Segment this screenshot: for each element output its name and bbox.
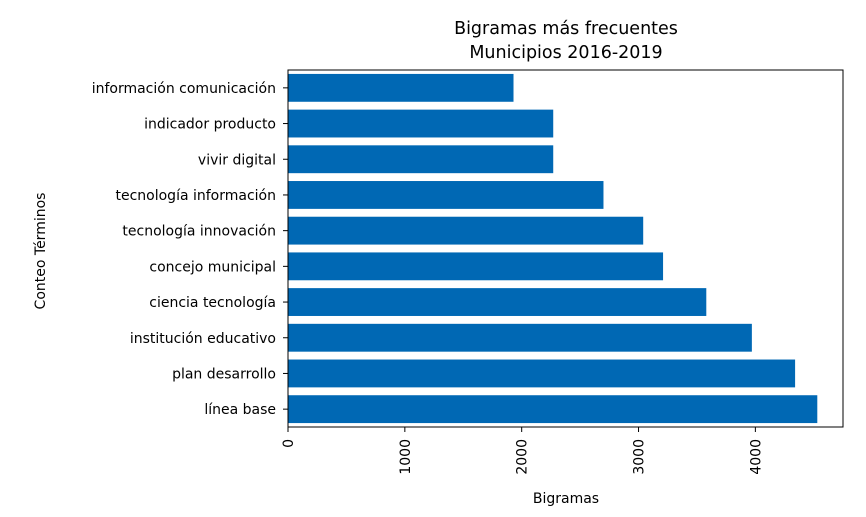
x-tick-label: 2000	[515, 439, 531, 475]
y-tick-label: concejo municipal	[149, 259, 276, 275]
bar	[288, 395, 818, 424]
bar	[288, 359, 796, 388]
x-tick-label: 3000	[632, 439, 648, 475]
y-tick-label: vivir digital	[198, 152, 276, 168]
plot-frame	[287, 69, 844, 428]
y-tick-labels: información comunicación indicador produc…	[92, 81, 288, 418]
y-tick-label: información comunicación	[92, 81, 276, 97]
x-axis-label: Bigramas	[533, 491, 599, 507]
x-tick-label: 1000	[398, 439, 414, 475]
y-tick-label: ciencia tecnología	[149, 295, 276, 311]
x-ticks: 0 1000 2000 3000 4000	[281, 427, 764, 475]
y-axis-label: Conteo Términos	[33, 193, 49, 310]
chart-subtitle: Municipios 2016-2019	[469, 43, 662, 63]
y-tick-label: institución educativo	[130, 331, 276, 347]
bar	[288, 252, 664, 281]
y-tick-label: línea base	[204, 402, 276, 418]
bars-group	[288, 73, 818, 424]
y-tick-label: indicador producto	[144, 117, 276, 133]
chart-title: Bigramas más frecuentes	[454, 19, 678, 39]
bar	[288, 216, 644, 245]
y-tick-label: plan desarrollo	[172, 366, 276, 382]
bar	[288, 288, 707, 316]
x-tick-label: 4000	[748, 439, 764, 475]
bar	[288, 73, 514, 102]
bar	[288, 323, 752, 352]
bar	[288, 109, 554, 138]
bar	[288, 181, 604, 209]
y-tick-label: tecnología innovación	[122, 224, 276, 240]
bar	[288, 145, 554, 174]
y-tick-label: tecnología información	[115, 188, 276, 204]
x-tick-label: 0	[281, 439, 297, 448]
